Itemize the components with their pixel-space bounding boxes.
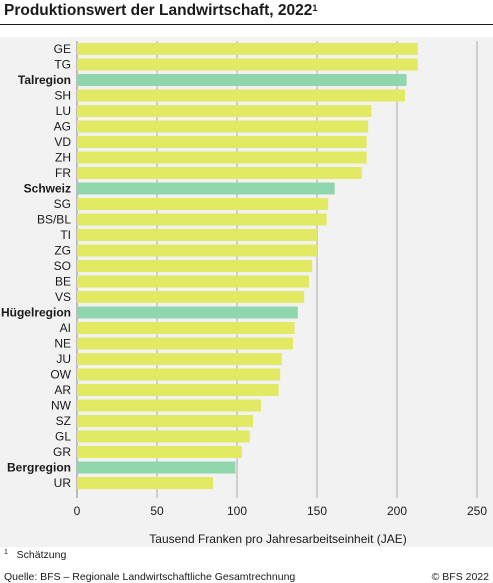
bar-GE [77,43,418,55]
footnote-mark: 1 [4,549,8,556]
x-tick-label: 50 [150,504,164,518]
bar-BE [77,275,309,288]
category-label: LU [56,104,71,118]
category-label: OW [50,368,71,382]
bar-AR [77,384,279,396]
bar-AG [77,120,369,133]
category-label: VS [55,290,71,304]
bar-Bergregion [77,461,236,474]
category-label: VD [54,135,71,149]
bar-Talregion [77,74,407,86]
bar-TI [77,229,317,241]
bar-ZH [77,151,367,164]
category-label: Bergregion [7,461,71,475]
bar-LU [77,105,372,117]
category-label: GE [54,42,71,56]
category-label: BS/BL [37,213,71,227]
bar-SG [77,198,329,210]
bar-NE [77,337,293,350]
source-note: Quelle: BFS – Regionale Landwirtschaftli… [4,571,296,583]
category-label: FR [55,166,71,180]
category-label: ZH [55,151,71,165]
bar-SZ [77,415,253,427]
bar-ZG [77,244,317,257]
category-label: SH [54,89,71,103]
category-label: GL [55,430,71,444]
x-tick-label: 250 [467,504,487,518]
bar-GL [77,430,250,443]
bar-TG [77,58,418,71]
bar-SH [77,89,405,102]
category-label: UR [54,476,72,490]
bar-VS [77,291,305,303]
category-label: AI [60,321,71,335]
category-label: AG [54,120,71,134]
x-tick-label: 0 [74,504,81,518]
category-label: AR [54,383,71,397]
category-label: JU [56,352,71,366]
bar-SO [77,260,313,272]
title-footnote-mark: 1 [312,3,318,13]
category-label: Hügelregion [1,306,71,320]
bar-JU [77,353,282,365]
footnote: 1 Schätzung [4,549,66,561]
bar-BS/BL [77,213,327,226]
category-label: SO [54,259,71,273]
chart-title: Produktionswert der Landwirtschaft, 2022… [4,2,318,19]
category-label: Talregion [18,73,71,87]
category-label: BE [55,275,71,289]
category-label: ZG [54,244,71,258]
bar-VD [77,136,367,148]
bar-Hügelregion [77,306,298,319]
bar-Schweiz [77,182,335,195]
x-tick-label: 200 [387,504,407,518]
bar-UR [77,477,213,489]
bar-FR [77,167,362,179]
x-axis-label: Tausend Franken pro Jahresarbeitseinheit… [149,532,406,546]
category-label: NW [51,399,72,413]
x-tick-label: 100 [227,504,247,518]
bar-chart: GETGTalregionSHLUAGVDZHFRSchweizSGBS/BLT… [1,41,487,546]
title-rule [0,24,493,25]
category-label: SZ [56,414,71,428]
category-label: SG [54,197,71,211]
category-label: Schweiz [24,182,71,196]
bar-NW [77,399,261,412]
footnote-text: Schätzung [16,549,67,561]
bar-OW [77,368,281,381]
chart-area: GE TG Talregion SH LU AG VD ZH FR Schweiz SG BS/BL T… [0,37,493,547]
category-label: NE [54,337,71,351]
category-label: TI [60,228,71,242]
x-tick-label: 150 [307,504,327,518]
copyright: © BFS 2022 [431,571,489,583]
bar-AI [77,322,295,334]
category-label: GR [53,445,71,459]
bar-GR [77,446,242,458]
category-label: TG [54,58,71,72]
